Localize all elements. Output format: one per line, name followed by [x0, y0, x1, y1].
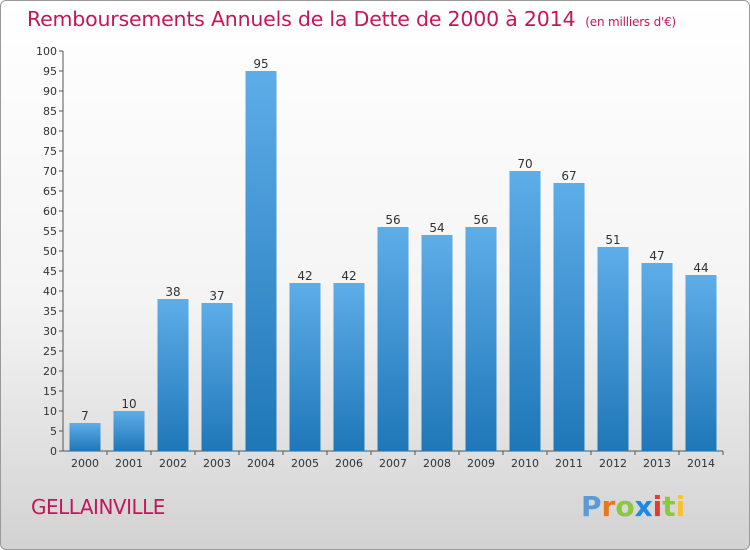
x-tick-label: 2006	[335, 457, 363, 470]
bar	[597, 247, 629, 451]
x-tick-label: 2005	[291, 457, 319, 470]
y-tick-label: 70	[43, 165, 57, 178]
commune-name: GELLAINVILLE	[31, 495, 165, 519]
bar	[69, 423, 101, 451]
x-tick-label: 2002	[159, 457, 187, 470]
bar-value-label: 54	[429, 221, 444, 235]
logo-letter: r	[601, 490, 616, 523]
proxiti-logo: Proxiti	[581, 490, 685, 523]
x-tick-label: 2003	[203, 457, 231, 470]
x-tick-label: 2009	[467, 457, 495, 470]
y-tick-label: 5	[50, 425, 57, 438]
chart-title: Remboursements Annuels de la Dette de 20…	[27, 7, 676, 31]
bar-value-label: 70	[517, 157, 532, 171]
y-tick-label: 55	[43, 225, 57, 238]
bar	[421, 235, 453, 451]
y-tick-label: 10	[43, 405, 57, 418]
chart-unit: (en milliers d'€)	[585, 15, 677, 29]
x-tick-label: 2000	[71, 457, 99, 470]
y-tick-label: 40	[43, 285, 57, 298]
bar	[553, 183, 585, 451]
bar-value-label: 42	[297, 269, 312, 283]
y-tick-label: 30	[43, 325, 57, 338]
y-tick-label: 80	[43, 125, 57, 138]
logo-letter: o	[615, 490, 635, 523]
bar-value-label: 56	[473, 213, 488, 227]
y-tick-label: 75	[43, 145, 57, 158]
bar	[289, 283, 321, 451]
bar-value-label: 44	[693, 261, 708, 275]
y-tick-label: 25	[43, 345, 57, 358]
logo-letter: x	[634, 490, 653, 523]
x-tick-label: 2007	[379, 457, 407, 470]
y-tick-label: 60	[43, 205, 57, 218]
bar	[685, 275, 717, 451]
bar-value-label: 95	[253, 57, 268, 71]
bar	[377, 227, 409, 451]
x-tick-label: 2001	[115, 457, 143, 470]
y-tick-label: 85	[43, 105, 57, 118]
bar	[641, 263, 673, 451]
y-tick-label: 15	[43, 385, 57, 398]
bar	[201, 303, 233, 451]
y-tick-label: 0	[50, 445, 57, 458]
bar-value-label: 42	[341, 269, 356, 283]
bar	[333, 283, 365, 451]
x-tick-label: 2012	[599, 457, 627, 470]
logo-letter: P	[581, 490, 602, 523]
y-tick-label: 45	[43, 265, 57, 278]
y-tick-label: 95	[43, 65, 57, 78]
bar-value-label: 10	[121, 397, 136, 411]
chart-title-text: Remboursements Annuels de la Dette de 20…	[27, 7, 576, 31]
bar-value-label: 38	[165, 285, 180, 299]
bar	[157, 299, 189, 451]
bar	[113, 411, 145, 451]
y-tick-label: 35	[43, 305, 57, 318]
bar-value-label: 37	[209, 289, 224, 303]
y-tick-label: 20	[43, 365, 57, 378]
bar-value-label: 7	[81, 409, 89, 423]
x-tick-label: 2004	[247, 457, 275, 470]
logo-letter: i	[652, 490, 663, 523]
logo-letter: i	[675, 490, 686, 523]
bar-value-label: 67	[561, 169, 576, 183]
x-tick-label: 2013	[643, 457, 671, 470]
bar-value-label: 51	[605, 233, 620, 247]
bar	[465, 227, 497, 451]
y-tick-label: 100	[36, 45, 57, 58]
bar-value-label: 56	[385, 213, 400, 227]
x-tick-label: 2010	[511, 457, 539, 470]
bar-value-label: 47	[649, 249, 664, 263]
y-tick-label: 50	[43, 245, 57, 258]
y-tick-label: 90	[43, 85, 57, 98]
x-tick-label: 2014	[687, 457, 715, 470]
logo-letter: t	[662, 490, 676, 523]
bar	[245, 71, 277, 451]
bar	[509, 171, 541, 451]
x-tick-label: 2011	[555, 457, 583, 470]
x-tick-label: 2008	[423, 457, 451, 470]
y-tick-label: 65	[43, 185, 57, 198]
